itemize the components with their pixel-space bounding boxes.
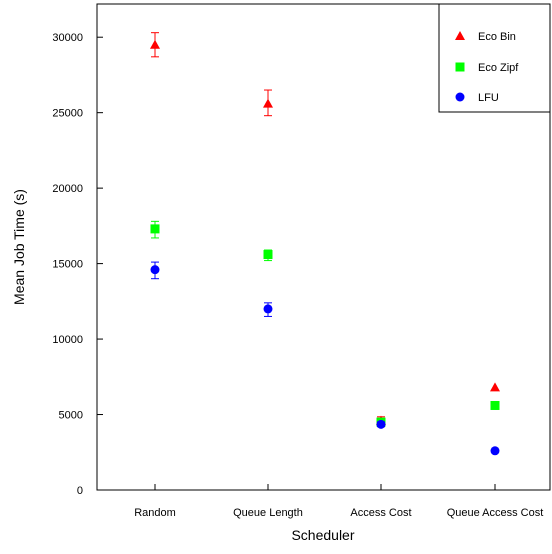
y-tick-label: 0 — [77, 485, 83, 497]
y-tick-label: 30000 — [52, 32, 83, 44]
y-tick-label: 25000 — [52, 108, 83, 120]
y-tick-label: 10000 — [52, 334, 83, 346]
legend-eco-zipf-label: Eco Zipf — [478, 62, 519, 74]
x-tick-label: Queue Access Cost — [447, 507, 544, 519]
plot-frame — [96, 3, 551, 491]
eco-bin-point — [150, 39, 160, 49]
legend-eco-bin-label: Eco Bin — [478, 31, 516, 43]
legend-eco-bin-marker — [455, 31, 465, 40]
legend-eco-zipf-marker — [455, 62, 465, 72]
y-tick-label: 5000 — [59, 410, 83, 422]
lfu-point — [150, 265, 160, 275]
legend: Eco Bin Eco Zipf LFU — [438, 3, 551, 113]
legend-lfu-marker — [455, 92, 465, 102]
eco-zipf-point — [263, 250, 273, 260]
x-axis: Random Queue Length Access Cost Queue Acces… — [134, 484, 543, 519]
x-tick-label: Queue Length — [233, 507, 303, 519]
y-axis: 0 5000 10000 15000 20000 25000 30000 — [52, 32, 103, 497]
x-tick-label: Access Cost — [350, 507, 411, 519]
lfu-point — [263, 304, 273, 314]
lfu-point — [490, 446, 500, 456]
legend-lfu-label: LFU — [478, 92, 499, 104]
eco-zipf-point — [150, 224, 160, 234]
eco-bin-point — [490, 382, 500, 392]
data-layer — [150, 32, 500, 456]
y-tick-label: 20000 — [52, 183, 83, 195]
x-axis-title: Scheduler — [291, 527, 354, 543]
eco-zipf-point — [490, 400, 500, 410]
y-axis-title: Mean Job Time (s) — [11, 189, 27, 305]
x-tick-label: Random — [134, 507, 176, 519]
y-tick-label: 15000 — [52, 259, 83, 271]
lfu-point — [376, 419, 386, 429]
eco-bin-point — [263, 98, 273, 108]
